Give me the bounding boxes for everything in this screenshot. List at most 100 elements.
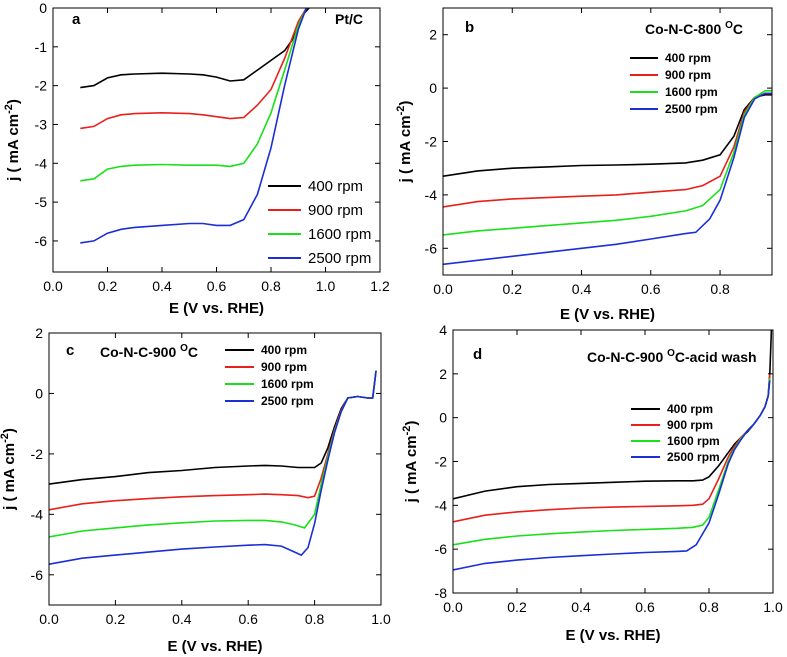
- legend-label: 400 rpm: [667, 402, 713, 416]
- y-tick-label: -2: [31, 446, 44, 462]
- y-tick-label: -2: [425, 134, 438, 150]
- y-tick-label: 0: [439, 410, 447, 426]
- x-tick-label: 0.0: [433, 281, 453, 297]
- x-axis-label: E (V vs. RHE): [565, 627, 660, 644]
- panel-title: Pt/C: [335, 11, 363, 27]
- y-tick-label: 0: [39, 0, 47, 16]
- legend-label: 400 rpm: [261, 343, 307, 357]
- y-axis-label: j ( mA cm-2): [395, 101, 414, 184]
- y-tick-label: 4: [439, 322, 447, 338]
- panel-letter: c: [66, 342, 74, 359]
- chart-panel-b: 0.0 0.2 0.4 0.6 0.8 2 0 -2 -4 -6 E (V vs. RHE) j ( …: [395, 7, 773, 323]
- chart-panel-a: 0.0 0.2 0.4 0.6 0.8 1.0 1.2 0 -1 -2 -3 -4 -5 -6 E (V v…: [3, 0, 390, 317]
- legend: 400 rpm 900 rpm 1600 rpm 2500 rpm: [631, 402, 720, 464]
- y-tick-label: 2: [35, 325, 43, 341]
- y-tick-label: -6: [425, 240, 438, 256]
- x-axis-label: E (V vs. RHE): [169, 300, 264, 317]
- series-line-1600-rpm: [80, 8, 308, 182]
- x-tick-label: 0.6: [635, 599, 655, 615]
- y-tick-label: -2: [435, 454, 448, 470]
- y-tick-label: 2: [439, 366, 447, 382]
- series-line-900-rpm: [49, 370, 377, 511]
- y-tick-label: -3: [35, 116, 48, 132]
- legend-label: 1600 rpm: [665, 85, 718, 99]
- y-tick-label: 0: [429, 80, 437, 96]
- x-tick-label: 0.2: [106, 611, 126, 627]
- legend-label: 900 rpm: [261, 360, 307, 374]
- y-tick-label: -4: [31, 506, 44, 522]
- legend-label: 2500 rpm: [667, 450, 720, 464]
- series-line-900-rpm: [453, 373, 771, 523]
- legend-label: 400 rpm: [308, 178, 363, 195]
- legend-label: 2500 rpm: [261, 394, 314, 408]
- x-tick-label: 0.4: [172, 611, 192, 627]
- y-tick-label: -1: [35, 39, 48, 55]
- y-axis-label: j ( mA cm-2): [401, 421, 420, 504]
- legend-label: 1600 rpm: [667, 434, 720, 448]
- series-line-2500-rpm: [80, 8, 308, 244]
- x-tick-label: 1.0: [763, 599, 783, 615]
- legend-label: 1600 rpm: [261, 377, 314, 391]
- series-line-400-rpm: [443, 94, 772, 177]
- x-tick-label: 0.6: [641, 281, 661, 297]
- x-tick-label: 0.8: [261, 278, 281, 294]
- panel-letter: b: [465, 19, 474, 36]
- legend: 400 rpm 900 rpm 1600 rpm 2500 rpm: [630, 51, 718, 116]
- x-tick-label: 0.6: [207, 278, 227, 294]
- panel-title: Co-N-C-900 OC: [100, 343, 198, 360]
- legend-label: 2500 rpm: [665, 102, 718, 116]
- y-tick-label: 2: [429, 27, 437, 43]
- x-tick-label: 1.0: [316, 278, 336, 294]
- series-line-900-rpm: [80, 8, 308, 130]
- panel-title: Co-N-C-800 OC: [645, 20, 743, 37]
- y-tick-label: -4: [435, 497, 448, 513]
- x-tick-label: 0.0: [443, 599, 463, 615]
- legend-label: 2500 rpm: [308, 250, 371, 267]
- y-tick-label: -6: [31, 567, 44, 583]
- x-tick-label: 0.8: [710, 281, 730, 297]
- series-line-400-rpm: [80, 8, 310, 89]
- legend-label: 400 rpm: [665, 51, 711, 65]
- plot-frame: [48, 332, 382, 606]
- legend-label: 1600 rpm: [308, 226, 371, 243]
- x-tick-label: 0.8: [699, 599, 719, 615]
- series-line-1600-rpm: [443, 90, 772, 236]
- legend-label: 900 rpm: [308, 202, 363, 219]
- y-tick-label: -4: [425, 187, 438, 203]
- x-tick-label: 0.8: [305, 611, 325, 627]
- y-tick-label: -6: [435, 541, 448, 557]
- series-line-1600-rpm: [49, 370, 377, 538]
- series-line-2500-rpm: [443, 92, 772, 266]
- x-axis-label: E (V vs. RHE): [167, 638, 262, 655]
- y-tick-label: -6: [35, 233, 48, 249]
- x-tick-label: 0.2: [98, 278, 118, 294]
- legend: 400 rpm 900 rpm 1600 rpm 2500 rpm: [225, 343, 314, 408]
- x-axis-label: E (V vs. RHE): [560, 306, 655, 323]
- x-tick-label: 0.0: [39, 611, 59, 627]
- y-tick-label: -8: [435, 585, 448, 601]
- chart-panel-d: 0.0 0.2 0.4 0.6 0.8 1.0 4 2 0 -2 -4 -6 -8 E (V vs. RH…: [401, 322, 783, 644]
- legend-label: 900 rpm: [667, 418, 713, 432]
- x-tick-label: 0.4: [571, 599, 591, 615]
- y-tick-label: -5: [35, 194, 48, 210]
- panel-letter: a: [72, 11, 81, 28]
- panel-title: Co-N-C-900 OC-acid wash: [587, 348, 757, 365]
- x-tick-label: 1.2: [370, 278, 390, 294]
- panel-letter: d: [473, 346, 482, 363]
- series-line-2500-rpm: [453, 380, 771, 571]
- chart-panel-c: 0.0 0.2 0.4 0.6 0.8 1.0 2 0 -2 -4 -6 E (V vs. RHE) j…: [0, 325, 391, 655]
- x-tick-label: 0.0: [43, 278, 63, 294]
- x-tick-label: 0.4: [152, 278, 172, 294]
- y-axis-label: j ( mA cm-2): [3, 99, 22, 182]
- legend-label: 900 rpm: [665, 68, 711, 82]
- x-tick-label: 0.2: [503, 281, 523, 297]
- y-tick-label: -2: [35, 78, 48, 94]
- y-axis-label: j ( mA cm-2): [0, 428, 18, 511]
- x-tick-label: 0.6: [238, 611, 258, 627]
- plot-frame: [442, 7, 773, 276]
- y-tick-label: -4: [35, 155, 48, 171]
- x-tick-label: 0.2: [507, 599, 527, 615]
- y-tick-label: 0: [35, 385, 43, 401]
- x-tick-label: 1.0: [371, 611, 391, 627]
